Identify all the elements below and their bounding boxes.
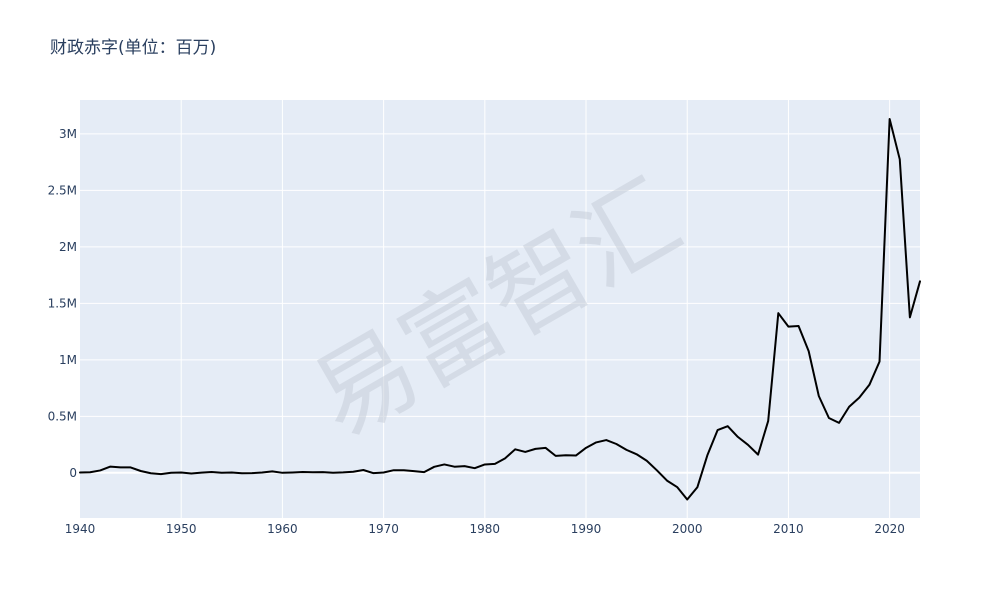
- y-tick-labels: 0 0.5M 1M 1.5M 2M 2.5M 3M: [48, 127, 77, 480]
- x-tick-label: 1960: [267, 522, 298, 536]
- x-tick-label: 1940: [65, 522, 96, 536]
- x-tick-label: 2010: [773, 522, 804, 536]
- y-tick-label: 0.5M: [48, 409, 77, 423]
- x-tick-label: 2000: [672, 522, 703, 536]
- y-tick-label: 0: [69, 466, 77, 480]
- x-tick-label: 1970: [368, 522, 399, 536]
- x-tick-label: 2020: [874, 522, 905, 536]
- series-layer: [79, 117, 921, 501]
- y-tick-label: 3M: [59, 127, 77, 141]
- y-tick-label: 1M: [59, 353, 77, 367]
- chart-title: 财政赤字(单位：百万): [50, 38, 217, 58]
- x-tick-label: 1990: [571, 522, 602, 536]
- series-line-0: [79, 117, 921, 501]
- x-tick-labels: 1940 1950 1960 1970 1980 1990 2000 2010 2020: [65, 522, 905, 536]
- x-tick-label: 1980: [470, 522, 501, 536]
- y-tick-label: 1.5M: [48, 296, 77, 310]
- x-tick-label: 1950: [166, 522, 197, 536]
- plot-background: [80, 100, 920, 518]
- x-gridlines: [180, 100, 891, 518]
- y-tick-label: 2.5M: [48, 183, 77, 197]
- y-tick-label: 2M: [59, 240, 77, 254]
